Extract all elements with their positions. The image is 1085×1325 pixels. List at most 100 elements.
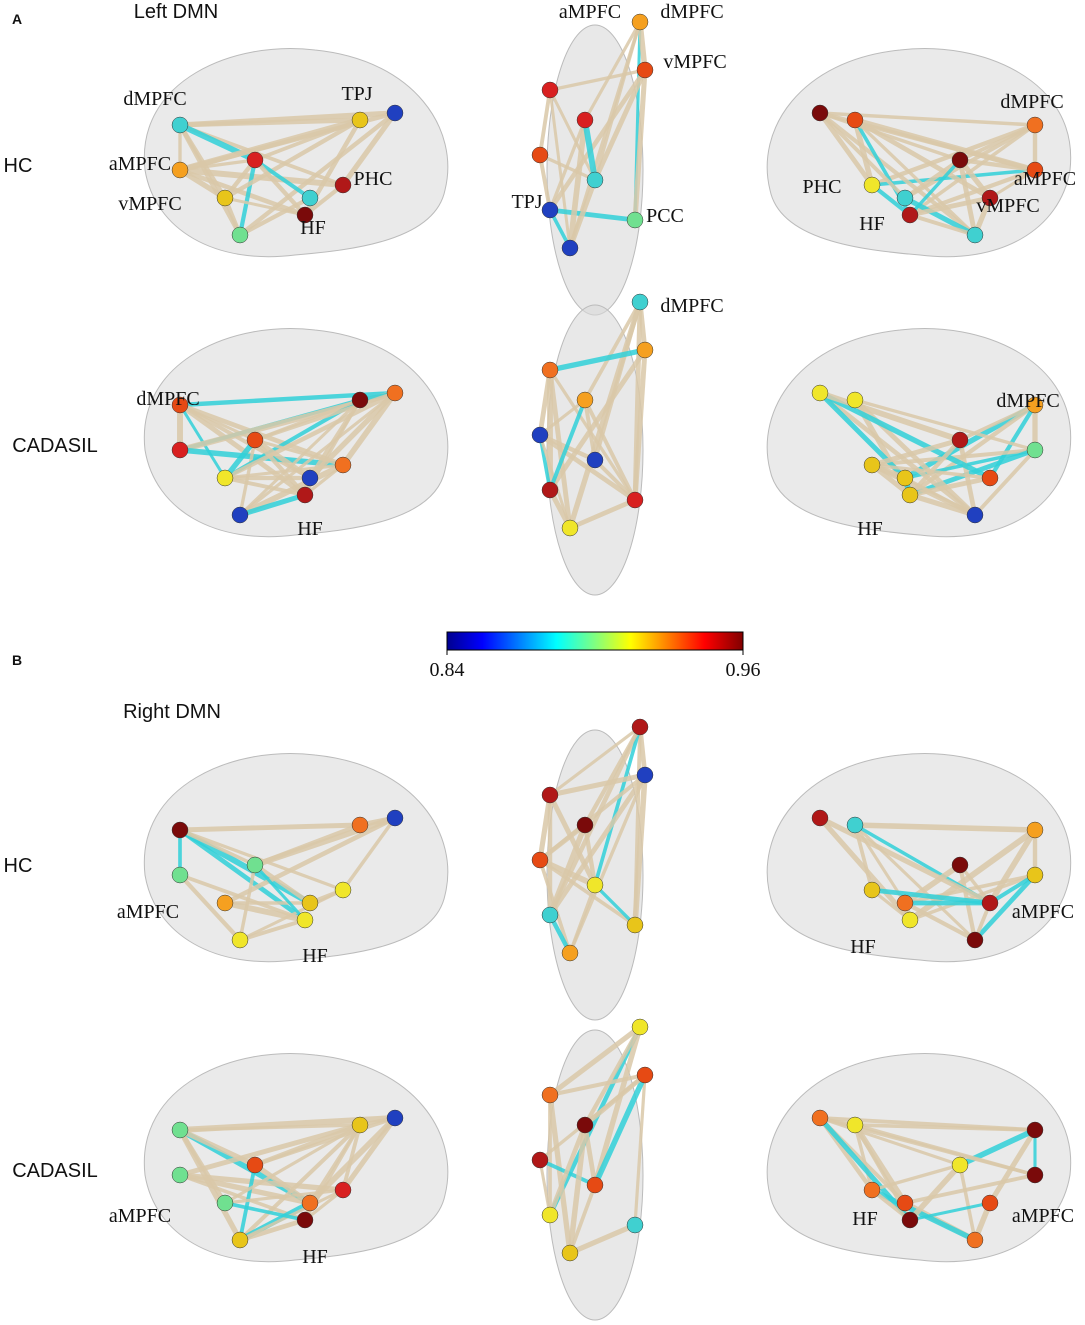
node-label: HF	[302, 1246, 328, 1268]
edge	[341, 816, 397, 892]
node-label: vMPFC	[976, 195, 1039, 217]
edge	[547, 348, 648, 492]
edge	[957, 439, 978, 516]
node	[334, 881, 352, 899]
node-label: dMPFC	[660, 1, 723, 23]
node	[901, 206, 919, 224]
node	[231, 226, 249, 244]
node	[246, 856, 264, 874]
edge	[548, 89, 572, 249]
edge	[178, 873, 242, 942]
node-label: dMPFC	[136, 388, 199, 410]
edge	[178, 828, 307, 922]
edge	[818, 111, 907, 200]
node-label: dMPFC	[1000, 91, 1063, 113]
node	[334, 456, 352, 474]
edge	[903, 158, 962, 200]
node	[1026, 396, 1044, 414]
edge	[582, 1124, 598, 1186]
node	[626, 1216, 644, 1234]
edge	[593, 726, 642, 886]
edge	[223, 815, 397, 906]
node	[351, 391, 369, 409]
brain	[143, 753, 449, 963]
node	[863, 1181, 881, 1199]
node	[846, 111, 864, 129]
node	[541, 201, 559, 219]
edge	[852, 119, 875, 186]
edge	[818, 390, 992, 481]
edge	[909, 492, 976, 518]
edge	[340, 111, 398, 187]
edge	[254, 815, 396, 868]
node	[626, 491, 644, 509]
node	[386, 809, 404, 827]
edge	[239, 391, 396, 517]
node-label: HF	[852, 1208, 878, 1230]
node	[586, 171, 604, 189]
node-label: HF	[297, 518, 323, 540]
edge	[548, 119, 587, 211]
edge	[538, 1159, 552, 1216]
node-label: dMPFC	[660, 295, 723, 317]
node-label: HF	[859, 213, 885, 235]
edge	[549, 772, 646, 798]
brain	[143, 328, 449, 538]
edge	[909, 213, 976, 237]
edge	[818, 111, 977, 237]
node	[541, 81, 559, 99]
node	[966, 506, 984, 524]
node	[631, 1018, 649, 1036]
row-label: CADASIL	[12, 435, 98, 457]
node	[846, 391, 864, 409]
node	[576, 1116, 594, 1134]
edge	[633, 1074, 647, 1226]
brain	[143, 1053, 449, 1263]
edge	[237, 159, 258, 236]
edge	[908, 438, 962, 497]
edge	[548, 399, 587, 491]
edge	[239, 196, 311, 237]
edge	[592, 68, 648, 182]
panel-title: Left DMN	[134, 1, 218, 23]
node-label: vMPFC	[118, 193, 181, 215]
node	[981, 189, 999, 207]
node	[171, 116, 189, 134]
edge	[179, 1122, 361, 1178]
edge	[582, 824, 598, 886]
node	[576, 816, 594, 834]
node	[586, 451, 604, 469]
edge	[583, 725, 642, 827]
figure-content: A Left DMN HC dMPFC TPJ aMPFC PHC vMPFC HF aMPFC d…	[4, 1, 1076, 1321]
edge	[818, 391, 907, 480]
node	[981, 894, 999, 912]
edge	[583, 1073, 647, 1127]
node-label: HF	[300, 217, 326, 239]
edge	[253, 158, 307, 217]
node	[561, 519, 579, 537]
edge	[547, 793, 598, 887]
node-label: aMPFC	[1012, 1205, 1074, 1227]
edge	[909, 447, 1036, 498]
edge	[548, 1024, 642, 1098]
node	[171, 1121, 189, 1139]
edge	[957, 159, 978, 236]
edge	[538, 154, 552, 211]
edge	[178, 167, 227, 201]
node	[541, 906, 559, 924]
node	[246, 431, 264, 449]
edge	[549, 347, 646, 373]
node	[896, 1194, 914, 1212]
edge	[904, 448, 1036, 480]
row-label: HC	[4, 855, 33, 877]
edge	[549, 725, 641, 797]
node	[386, 104, 404, 122]
node	[1026, 821, 1044, 839]
edge	[567, 119, 588, 249]
edge	[583, 21, 642, 121]
edge	[253, 863, 307, 922]
edge	[593, 458, 637, 502]
node	[966, 931, 984, 949]
edge	[592, 1073, 648, 1187]
colorbar-tick-label: 0.96	[726, 659, 761, 681]
